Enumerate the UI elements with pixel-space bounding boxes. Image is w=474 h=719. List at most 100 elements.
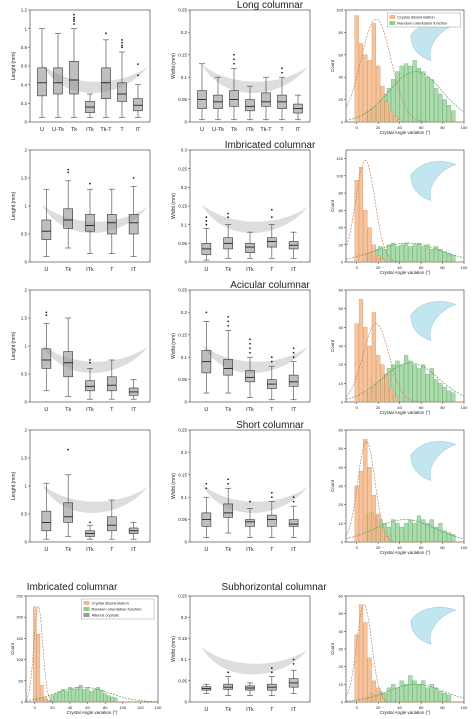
y-tick-label: 0.5 — [21, 232, 28, 237]
x-category-label: U — [204, 407, 208, 413]
green-bar — [421, 364, 426, 403]
y-tick-label: 0.5 — [21, 372, 28, 377]
y-tick-label: 30 — [339, 344, 344, 349]
y-tick-label: 1 — [24, 204, 27, 209]
x-category-label: ITk — [246, 267, 254, 273]
x-tick-label: 60 — [419, 265, 424, 270]
y-tick-label: 60 — [339, 208, 344, 213]
orange-bar — [363, 210, 368, 263]
y-tick-label: 0.05 — [178, 377, 187, 382]
outlier-point — [249, 347, 251, 350]
x-tick-label: 40 — [397, 405, 402, 410]
x-category-label: IT — [296, 127, 302, 133]
x-axis-label: Crystal Angle variation (°) — [67, 710, 118, 715]
green-bar — [434, 246, 439, 263]
legend-label: Random orientation function — [91, 607, 141, 612]
x-category-label: U — [200, 127, 204, 133]
x-tick-label: 0 — [356, 705, 359, 710]
x-tick-label: 100 — [119, 705, 126, 710]
box-IT — [288, 374, 299, 387]
outlier-point — [249, 351, 251, 354]
x-axis-label: Crystal Angle variation (°) — [380, 550, 431, 555]
x-tick-label: 100 — [461, 405, 468, 410]
orange-bar — [358, 43, 364, 123]
y-tick-label: 10 — [339, 381, 344, 386]
box-T — [267, 237, 277, 248]
green-bar — [403, 355, 409, 403]
green-bar — [391, 242, 396, 263]
orange-fit-curve — [345, 159, 464, 263]
y-tick-label: 0 — [341, 400, 344, 405]
y-tick-label: 0 — [24, 120, 27, 125]
green-bar — [425, 523, 430, 543]
y-tick-label: 0.2 — [181, 310, 188, 315]
green-bar — [386, 244, 391, 263]
x-category-label: Tk-T — [100, 127, 112, 133]
y-tick-label: 0.15 — [178, 636, 187, 641]
outlier-point — [292, 347, 295, 350]
outlier-point — [227, 212, 230, 215]
y-tick-label: 0 — [24, 540, 27, 545]
x-tick-label: 0 — [356, 265, 359, 270]
green-fit-curve — [25, 686, 158, 703]
y-tick-label: 0 — [184, 540, 187, 545]
outlier-point — [292, 496, 295, 499]
y-tick-label: 30 — [339, 647, 344, 652]
crystal-shape — [201, 484, 308, 513]
orange-bar — [354, 323, 359, 403]
orange-bar — [354, 180, 359, 263]
green-bar — [442, 386, 447, 403]
orange-bar — [380, 364, 385, 403]
row-2: Imbricated columnar 0 0.5 1 1.5 2 Lenght (mm) U… — [11, 140, 468, 275]
x-category-label: U — [204, 267, 208, 273]
grey-bar — [48, 699, 52, 702]
y-tick-label: 0.05 — [178, 241, 187, 246]
outlier-point — [121, 38, 123, 41]
green-bar — [391, 519, 396, 543]
box-U — [37, 67, 47, 97]
outlier-point — [249, 500, 251, 503]
legend-box — [81, 598, 155, 620]
box-Tk — [63, 502, 73, 523]
x-tick-label: 20 — [376, 545, 381, 550]
outlier-point — [73, 18, 75, 21]
green-bar — [75, 687, 79, 703]
row-1: Long columnar 0 0.2 0.4 0.6 0.8 1 1.2 Lenght (mm… — [11, 0, 468, 135]
box-ITk — [245, 519, 255, 527]
x-category-label: IT — [291, 407, 297, 413]
y-axis-label: Widht (mm) — [171, 473, 177, 499]
green-bar — [85, 687, 90, 703]
x-tick-label: 100 — [461, 125, 468, 130]
y-tick-label: 0 — [341, 260, 344, 265]
outlier-point — [105, 32, 107, 35]
crystal-shape — [201, 64, 308, 93]
y-tick-label: 50 — [339, 611, 344, 616]
green-bar — [412, 680, 417, 703]
outlier-point — [67, 171, 70, 174]
green-bar — [446, 390, 452, 403]
green-bar — [425, 77, 430, 123]
box-ITk — [245, 370, 255, 383]
green-bar — [416, 515, 422, 543]
outlier-point — [270, 667, 273, 669]
green-bar — [412, 244, 417, 263]
x-category-label: ITk — [86, 267, 94, 273]
outlier-point — [89, 361, 91, 364]
green-bar — [399, 526, 404, 543]
green-bar — [442, 530, 447, 543]
orange-bar — [393, 396, 398, 403]
y-tick-label: 0 — [341, 120, 344, 125]
y-tick-label: 0.25 — [178, 8, 187, 13]
green-bar — [408, 360, 413, 403]
x-category-label: Tk — [225, 267, 231, 273]
outlier-point — [132, 177, 135, 179]
outlier-point — [89, 521, 91, 524]
orange-bar — [367, 227, 372, 263]
x-tick-label: 80 — [440, 405, 445, 410]
x-category-label: IT — [291, 267, 297, 273]
plot-frame — [189, 595, 311, 703]
crystal-inset — [410, 301, 457, 341]
y-axis-label: Count — [10, 642, 15, 655]
x-axis-label: Crystal Angle variation (°) — [380, 410, 431, 415]
